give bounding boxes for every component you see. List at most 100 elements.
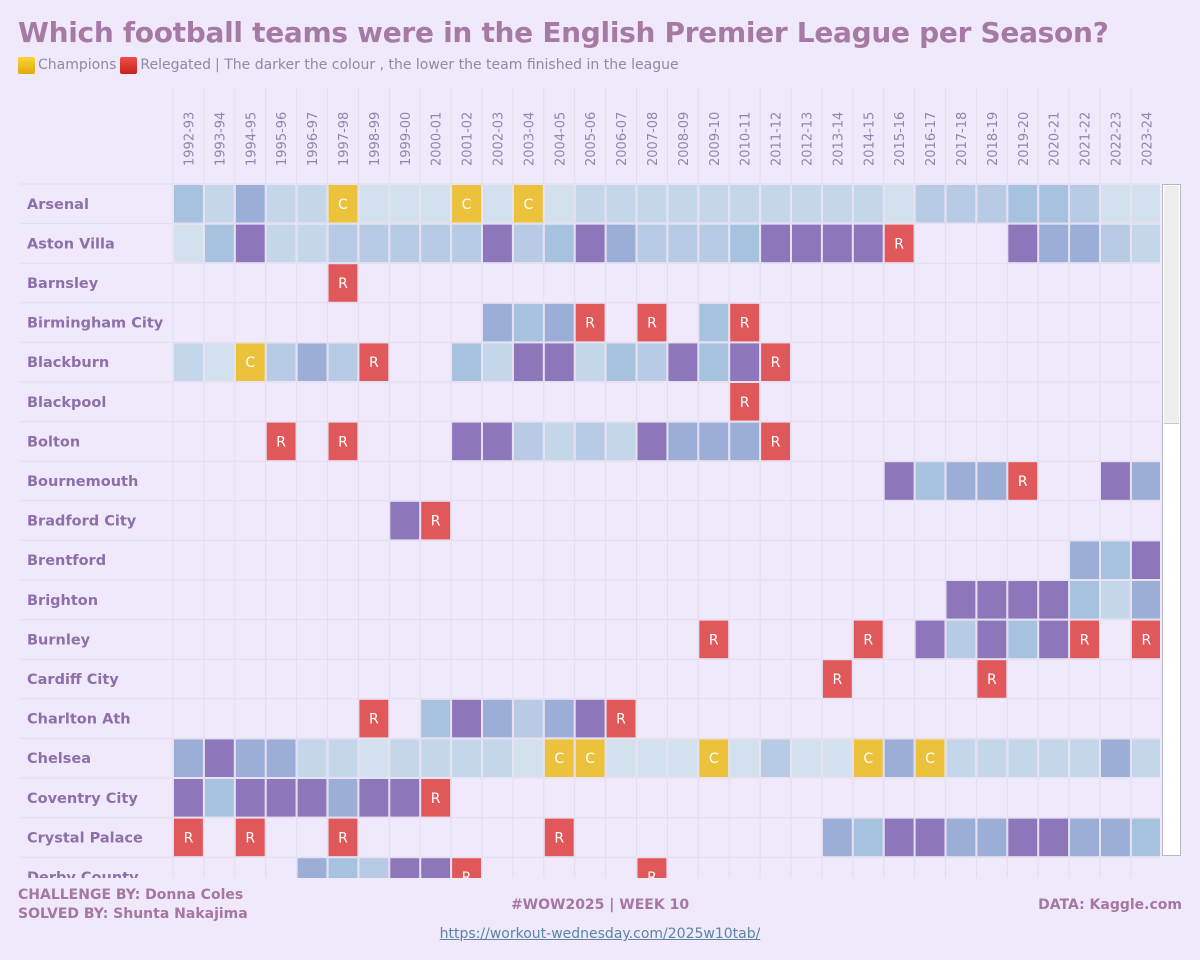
heatmap-cell [1008,818,1038,857]
relegated-cell-label: R [616,712,626,728]
heatmap-cell [977,462,1007,500]
heatmap-cell [297,343,327,381]
heatmap-cell [421,858,451,878]
heatmap-cell [452,224,481,263]
heatmap-cell [761,343,790,381]
heatmap-cell [483,185,512,223]
heatmap-cell [575,224,605,263]
heatmap-cell [761,739,790,777]
heatmap-cell [544,224,574,263]
relegated-cell-label: R [1080,632,1090,648]
champions-cell-label: C [338,197,348,213]
relegated-cell-label: R [245,830,255,846]
team-label: Crystal Palace [27,830,143,846]
heatmap-cell [915,462,945,500]
heatmap-cell [297,858,327,878]
heatmap-cell [822,224,852,263]
heatmap-cell [204,779,234,817]
heatmap-cell [1070,581,1099,619]
heatmap-cell [699,739,729,777]
season-tick-label: 2012-13 [800,112,815,166]
heatmap-cell [637,303,667,342]
season-tick-label: 2010-11 [739,112,754,166]
heatmap-cell [606,422,636,461]
heatmap-cell [699,620,729,659]
footer-link-row: https://workout-wednesday.com/2025w10tab… [0,926,1200,942]
heatmap-cell [699,224,729,263]
heatmap-cell [977,581,1007,619]
heatmap-cell [174,818,203,857]
heatmap-cell [483,699,512,738]
heatmap-cell [266,224,296,263]
heatmap-cell [699,343,729,381]
heatmap-cell [699,422,729,461]
team-label: Barnsley [27,276,99,292]
season-tick-label: 1995-96 [275,112,290,166]
heatmap-cell [822,660,852,698]
heatmap-cell [699,303,729,342]
heatmap-cell [884,185,914,223]
heatmap-cell [544,185,574,223]
heatmap-cell [359,739,389,777]
heatmap-cell [853,224,883,263]
champions-cell-label: C [709,751,719,767]
season-tick-label: 2021-22 [1079,112,1094,166]
heatmap-cell [174,739,203,777]
heatmap-cell [1070,739,1099,777]
heatmap-cell [668,185,698,223]
heatmap-cell [483,224,512,263]
heatmap-cell [328,818,358,857]
heatmap-cell [946,581,976,619]
heatmap-cell [884,462,914,500]
heatmap-cell [266,739,296,777]
heatmap-cell [792,224,821,263]
heatmap-cell [513,739,543,777]
heatmap-cell [1008,581,1038,619]
season-tick-label: 2006-07 [615,112,630,166]
season-tick-label: 2002-03 [491,112,506,166]
relegated-cell-label: R [863,632,873,648]
vertical-scrollbar[interactable] [1162,184,1181,856]
heatmap-cell [452,422,481,461]
relegated-swatch-icon [120,56,138,74]
team-label: Bradford City [27,514,137,530]
champions-cell-label: C [245,355,255,371]
workout-wednesday-link[interactable]: https://workout-wednesday.com/2025w10tab… [439,926,761,942]
heatmap-cell [792,739,821,777]
heatmap-cell [822,818,852,857]
heatmap-cell [915,185,945,223]
heatmap-cell [1039,185,1069,223]
season-tick-label: 2009-10 [708,112,723,166]
heatmap-body: Arsenal C C C Aston Villa R Barnsley R Birmingha… [20,185,1160,878]
heatmap-cell [328,343,358,381]
heatmap-cell [761,224,790,263]
heatmap-cell [606,343,636,381]
heatmap-cell [730,343,760,381]
team-label: Coventry City [27,791,138,807]
relegated-cell-label: R [431,514,441,530]
relegated-cell-label: R [740,316,750,332]
season-tick-label: 2008-09 [677,112,692,166]
season-tick-label: 2007-08 [646,112,661,166]
heatmap-cell [946,620,976,659]
heatmap-cell [204,185,234,223]
heatmap-cell [421,185,451,223]
heatmap-cell [915,620,945,659]
heatmap-cell [235,185,265,223]
heatmap-cell [761,185,790,223]
relegated-cell-label: R [338,434,348,450]
season-tick-label: 2015-16 [893,112,908,166]
heatmap-cell [1131,620,1160,659]
season-tick-label: 2014-15 [862,112,877,166]
heatmap-cell [1131,581,1160,619]
heatmap-cell [1070,185,1099,223]
scrollbar-thumb[interactable] [1164,186,1179,424]
heatmap-cell [174,343,203,381]
heatmap-cell [174,779,203,817]
heatmap-cell [637,858,667,878]
heatmap-cell [390,501,420,540]
season-tick-label: 2005-06 [584,112,599,166]
heatmap-cell [421,224,451,263]
heatmap-cell [483,303,512,342]
champions-cell-label: C [585,751,595,767]
